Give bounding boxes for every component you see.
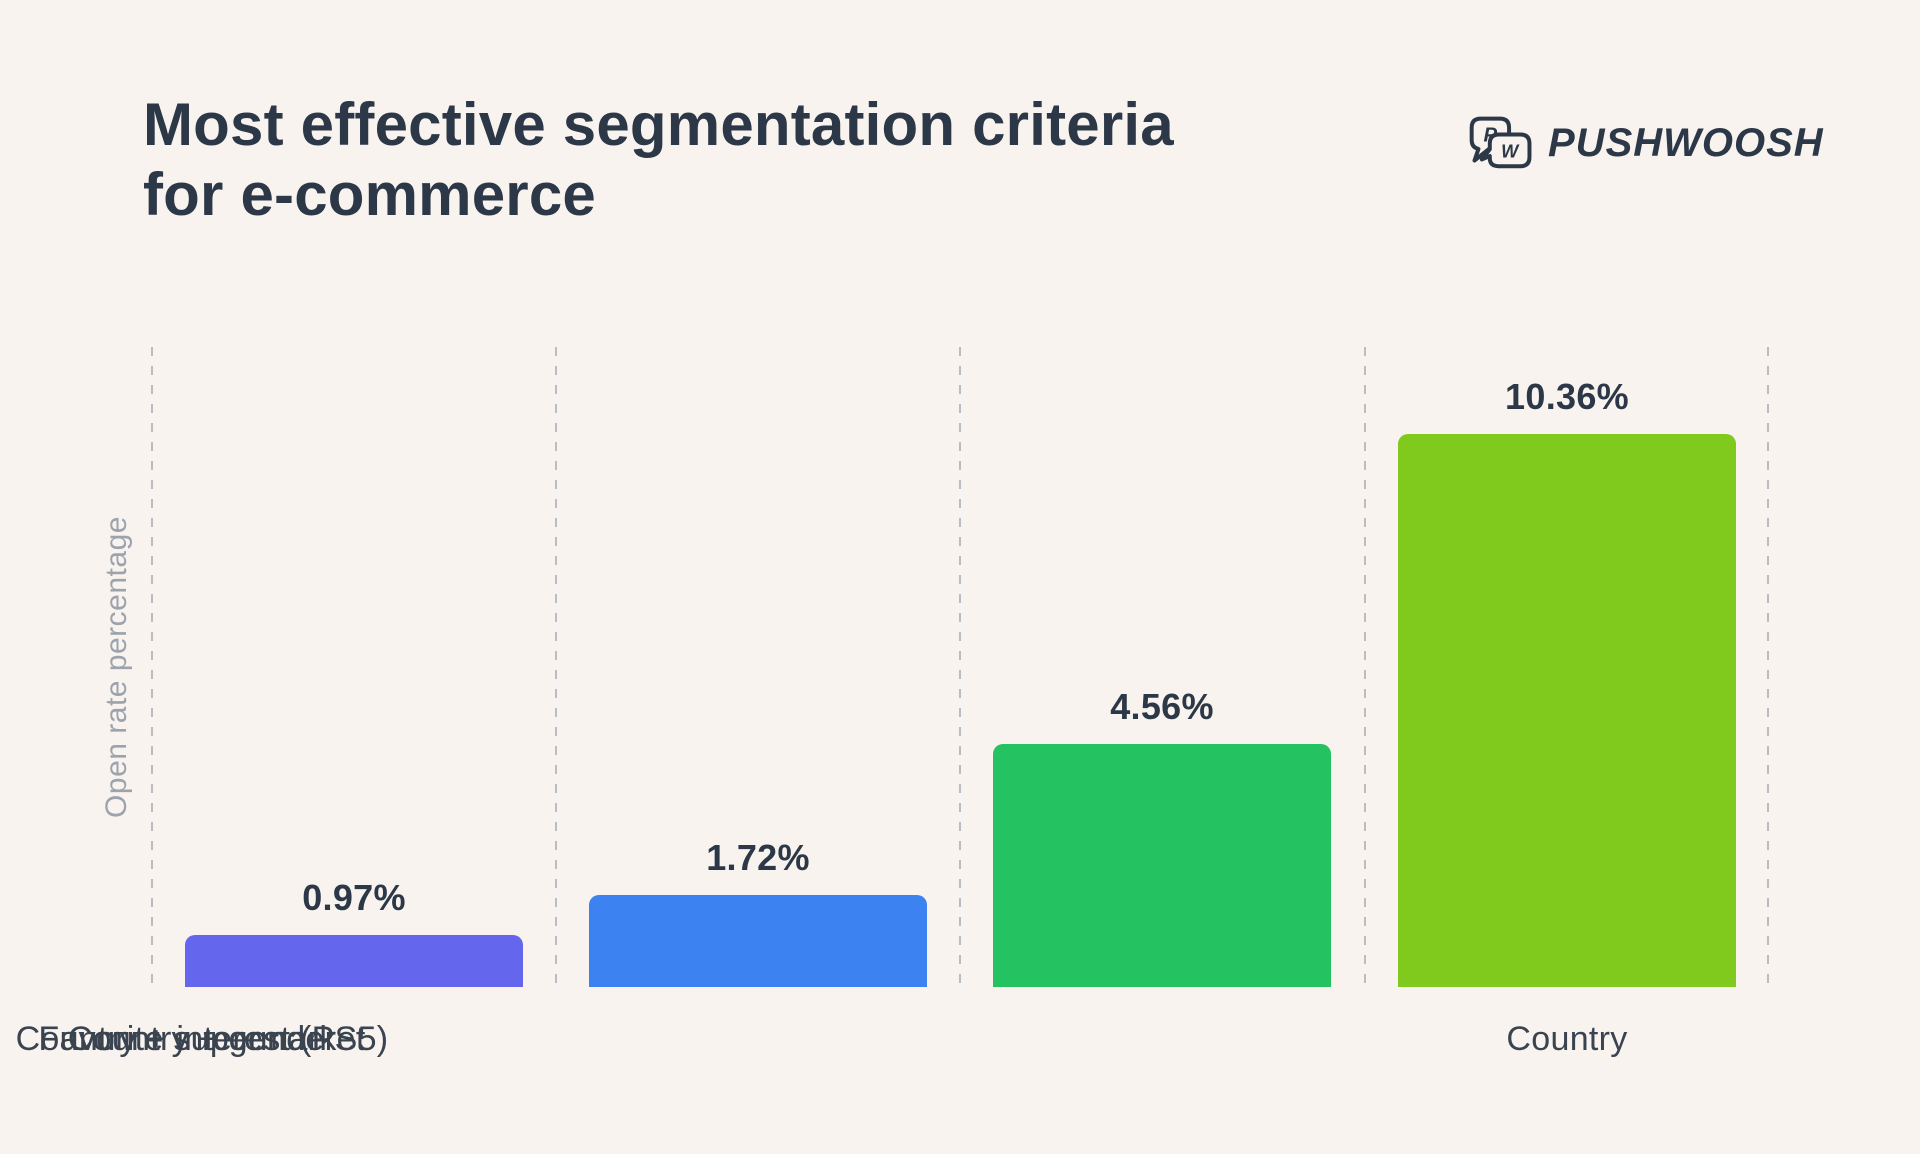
bar-country-interest [1398, 434, 1736, 987]
page-title-line1: Most effective segmentation criteria [143, 91, 1174, 158]
bar-country-gender [589, 895, 927, 987]
plot-area: 0.97% 1.72% 4.56% 10.36% [151, 347, 1769, 987]
bar-value-label: 1.72% [706, 837, 810, 878]
bar-favorite-supermarket [993, 744, 1331, 987]
bar-value-label: 10.36% [1505, 376, 1629, 417]
bar-country [185, 935, 523, 987]
pushwoosh-logo: P W PUSHWOOSH [1466, 114, 1824, 172]
dashed-gridline [555, 347, 557, 987]
category-label-country-interest: Country + interest (PS5) [15, 1020, 389, 1058]
bar-value-label: 0.97% [302, 877, 406, 918]
pushwoosh-logo-icon: P W [1469, 116, 1532, 169]
pushwoosh-wordmark: PUSHWOOSH [1548, 120, 1824, 165]
dashed-gridline [959, 347, 961, 987]
bar-column-country-interest: 10.36% [1365, 376, 1769, 987]
category-label-country: Country [1506, 1020, 1628, 1058]
dashed-gridline [151, 347, 153, 987]
category-label-favorite-supermarket: Favorite supermarket [38, 1020, 366, 1058]
page-title: Most effective segmentation criteria for… [143, 90, 1174, 230]
logo-letter-w: W [1501, 142, 1520, 162]
page-title-line2: for e-commerce [143, 161, 596, 228]
bar-value-label: 4.56% [1110, 686, 1214, 727]
category-label-country-gender: Country + gender [67, 1020, 337, 1058]
bar-column-country-gender: 1.72% [556, 837, 960, 987]
bar-column-country: 0.97% [152, 877, 556, 987]
y-axis-label: Open rate percentage [100, 516, 133, 818]
bar-column-favorite-supermarket: 4.56% [960, 686, 1364, 987]
dashed-gridline [1364, 347, 1366, 987]
dashed-gridline [1767, 347, 1769, 987]
speech-bubble-front [1479, 132, 1532, 169]
